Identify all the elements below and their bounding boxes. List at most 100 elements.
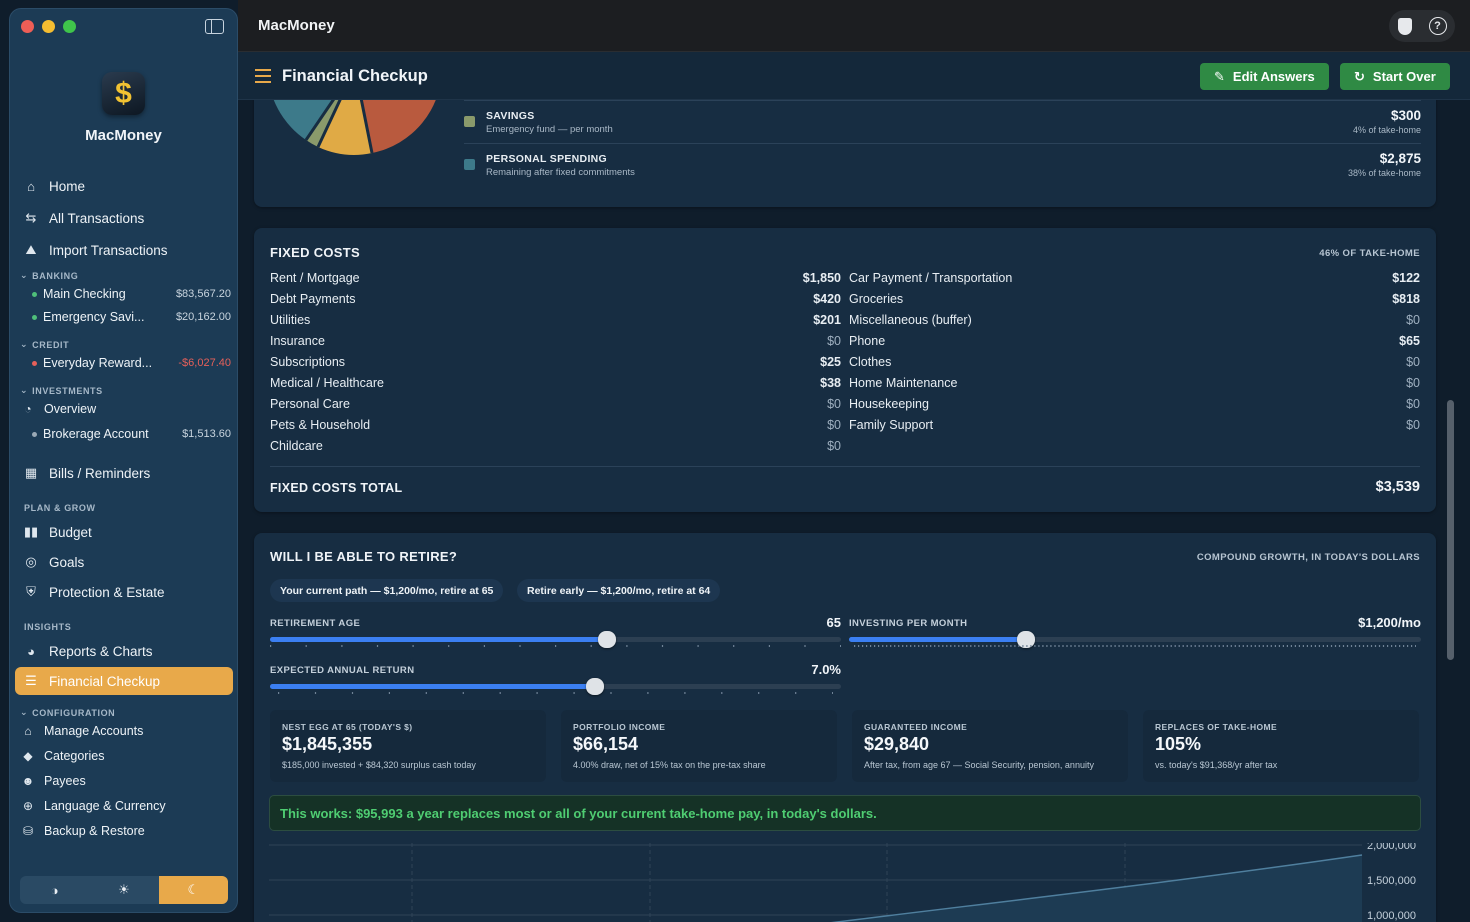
sidebar-item-reports-charts[interactable]: ◕ Reports & Charts xyxy=(15,637,233,665)
content-scrollbar[interactable] xyxy=(1447,400,1454,660)
expected-return-slider-handle[interactable] xyxy=(586,678,605,695)
backup-drive-icon: ⛁ xyxy=(22,824,34,838)
sidebar-item-bills[interactable]: ▦ Bills / Reminders xyxy=(15,459,233,487)
sidebar-item-goals[interactable]: ◎ Goals xyxy=(15,548,233,576)
theme-dark-icon[interactable]: ☾ xyxy=(158,876,228,904)
slider-tick xyxy=(1178,645,1180,647)
edit-answers-button[interactable]: ✎ Edit Answers xyxy=(1200,63,1329,90)
section-configuration[interactable]: ⌄ CONFIGURATION xyxy=(20,707,116,718)
start-over-button[interactable]: ↻ Start Over xyxy=(1340,63,1450,90)
fixed-cost-value: $1,850 xyxy=(802,271,841,285)
fixed-cost-row: Medical / Healthcare $38 xyxy=(270,376,841,397)
path-chip-retire-early[interactable]: Retire early — $1,200/mo, retire at 64 xyxy=(517,579,721,602)
retirement-age-slider-handle[interactable] xyxy=(597,631,616,648)
house-icon: ⌂ xyxy=(27,178,35,194)
sidebar-item-label: All Transactions xyxy=(49,210,145,226)
theme-light-icon[interactable]: ☀ xyxy=(118,882,130,897)
slider-tick xyxy=(918,645,920,647)
fixed-cost-label: Miscellaneous (buffer) xyxy=(849,313,972,327)
privacy-shield-icon[interactable] xyxy=(1397,17,1412,35)
sidebar-item-payees[interactable]: ☻ Payees xyxy=(21,774,86,788)
slider-tick xyxy=(1034,645,1036,647)
investing-per-month-value: $1,200/mo xyxy=(1358,615,1421,630)
account-brokerage[interactable]: Brokerage Account $1,513.60 xyxy=(32,427,231,441)
sidebar-item-all-transactions[interactable]: ⇆ All Transactions xyxy=(15,204,233,232)
sidebar-item-backup-restore[interactable]: ⛁ Backup & Restore xyxy=(20,824,230,838)
sidebar-toggle-icon[interactable] xyxy=(205,19,224,34)
help-icon[interactable]: ? xyxy=(1428,17,1447,35)
close-window-button[interactable] xyxy=(21,20,34,33)
account-everyday-rewards[interactable]: Everyday Reward... -$6,027.40 xyxy=(32,356,231,370)
stat-label: GUARANTEED INCOME xyxy=(864,722,968,732)
fixed-cost-row: Insurance $0 xyxy=(270,334,841,355)
slider-tick xyxy=(1395,645,1397,647)
slider-tick xyxy=(1030,645,1032,647)
slider-tick xyxy=(1250,645,1252,647)
chart-area xyxy=(837,855,1362,922)
slider-tick xyxy=(1130,645,1132,647)
sidebar-item-language-currency[interactable]: ⊕ Language & Currency xyxy=(20,799,230,813)
slider-tick xyxy=(1399,645,1401,647)
sidebar-item-investments-overview[interactable]: ◔ Overview xyxy=(20,402,230,416)
theme-auto-icon[interactable]: ◑ xyxy=(50,882,59,898)
sidebar-item-manage-accounts[interactable]: ⌂ Manage Accounts xyxy=(20,724,230,738)
fixed-cost-label: Personal Care xyxy=(270,397,350,411)
slider-tick xyxy=(840,645,841,647)
account-emergency-savings[interactable]: Emergency Savi... $20,162.00 xyxy=(32,310,231,324)
slider-tick xyxy=(388,692,390,694)
zoom-window-button[interactable] xyxy=(63,20,76,33)
slider-tick xyxy=(1294,645,1296,647)
slider-tick xyxy=(1090,645,1092,647)
expected-return-slider[interactable] xyxy=(270,678,841,695)
retirement-age-slider[interactable] xyxy=(270,631,841,648)
slider-tick xyxy=(1318,645,1320,647)
stat-label: PORTFOLIO INCOME xyxy=(573,722,666,732)
sidebar-item-categories[interactable]: ◆ Categories xyxy=(20,749,230,763)
slider-tick xyxy=(1166,645,1168,647)
fixed-cost-label: Insurance xyxy=(270,334,325,348)
section-banking[interactable]: ⌄ BANKING xyxy=(20,270,79,281)
slider-tick xyxy=(1270,645,1272,647)
investing-per-month-slider-handle[interactable] xyxy=(1017,631,1036,648)
fixed-cost-label: Clothes xyxy=(849,355,892,369)
slider-tick xyxy=(1146,645,1148,647)
slider-tick xyxy=(978,645,980,647)
slider-tick xyxy=(894,645,896,647)
section-credit[interactable]: ⌄ CREDIT xyxy=(20,339,70,350)
path-chip-current[interactable]: Your current path — $1,200/mo, retire at… xyxy=(270,579,504,602)
slider-tick xyxy=(1282,645,1284,647)
main-content[interactable]: SAVINGS Emergency fund — per month $300 … xyxy=(238,100,1457,922)
slider-tick xyxy=(1066,645,1068,647)
retirement-age-value: 65 xyxy=(826,615,841,630)
slider-tick xyxy=(341,645,343,647)
sidebar-item-budget[interactable]: ▮▮ Budget xyxy=(23,524,92,540)
slider-tick xyxy=(1062,645,1064,647)
investing-per-month-slider[interactable] xyxy=(849,631,1421,648)
slider-tick xyxy=(866,645,868,647)
fixed-cost-label: Car Payment / Transportation xyxy=(849,271,1013,285)
sidebar-item-protection-estate[interactable]: ⛨ Protection & Estate xyxy=(15,578,233,606)
slider-tick xyxy=(1162,645,1164,647)
fixed-costs-total-value: $3,539 xyxy=(1375,479,1420,495)
section-investments[interactable]: ⌄ INVESTMENTS xyxy=(20,385,103,396)
fixed-cost-label: Pets & Household xyxy=(270,418,371,432)
slider-tick xyxy=(982,645,984,647)
sidebar-item-import-transactions[interactable]: ⛰ Import Transactions xyxy=(15,236,233,264)
slider-tick xyxy=(1286,645,1288,647)
pie-slice-personal-spending xyxy=(273,100,334,140)
slider-tick xyxy=(1374,645,1377,647)
legend-value: $300 xyxy=(1390,108,1421,123)
sidebar-item-financial-checkup[interactable]: ☰ Financial Checkup xyxy=(15,667,233,695)
tray-import-icon: ⛰ xyxy=(25,242,37,257)
fixed-cost-value: $420 xyxy=(813,292,841,306)
retirement-verdict: This works: $95,993 a year replaces most… xyxy=(269,795,1421,831)
account-main-checking[interactable]: Main Checking $83,567.20 xyxy=(32,287,231,301)
slider-tick xyxy=(890,645,892,647)
minimize-window-button[interactable] xyxy=(42,20,55,33)
slider-tick xyxy=(870,645,872,647)
bar-chart-icon: ▮▮ xyxy=(23,524,39,539)
slider-tick xyxy=(832,692,833,694)
sidebar-item-home[interactable]: ⌂ Home xyxy=(15,172,233,200)
slider-tick xyxy=(1018,645,1020,647)
fixed-cost-value: $0 xyxy=(1406,376,1420,390)
